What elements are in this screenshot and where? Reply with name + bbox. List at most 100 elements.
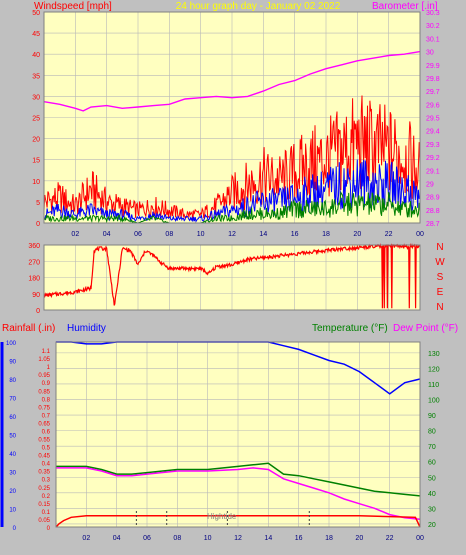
barometer-tick-label: 28.7 <box>426 221 440 228</box>
temperature-tick-label: 100 <box>428 398 440 405</box>
barometer-tick-label: 29.1 <box>426 168 440 175</box>
humidity-axis-label: Humidity <box>67 323 106 334</box>
temperature-tick-label: 20 <box>428 522 436 529</box>
x-tick-label-top: 04 <box>103 231 111 238</box>
barometer-tick-label: 29 <box>426 181 434 188</box>
humidity-tick-label: 90 <box>9 360 16 366</box>
windspeed-tick-label: 30 <box>32 94 40 101</box>
x-tick-label-top: 06 <box>134 231 142 238</box>
windspeed-tick-label: 5 <box>36 200 40 207</box>
humidity-tick-label: 40 <box>9 452 16 458</box>
x-tick-label-top: 02 <box>71 231 79 238</box>
plot-border-wind <box>43 11 421 224</box>
rainfall-tick-label: 0.85 <box>38 389 50 395</box>
humidity-tick-label: 100 <box>6 341 17 347</box>
windspeed-tick-label: 35 <box>32 73 40 80</box>
temperature-tick-label: 130 <box>428 351 440 358</box>
temperature-tick-label: 70 <box>428 444 436 451</box>
barometer-tick-label: 29.7 <box>426 89 440 96</box>
barometer-tick-label: 29.4 <box>426 129 440 136</box>
rainfall-tick-label: 1.1 <box>42 349 51 355</box>
rainfall-tick-label: 0.55 <box>38 438 50 444</box>
plot-border-direction <box>43 244 421 311</box>
windspeed-tick-label: 45 <box>32 31 40 38</box>
x-tick-label-bottom: 12 <box>234 535 242 542</box>
rainfall-tick-label: 0.6 <box>42 429 51 435</box>
windspeed-tick-label: 50 <box>32 10 40 17</box>
barometer-tick-label: 30.3 <box>426 10 440 17</box>
barometer-tick-label: 29.8 <box>426 76 440 83</box>
x-tick-label-top: 14 <box>259 231 267 238</box>
barometer-tick-label: 28.9 <box>426 195 440 202</box>
humidity-tick-label: 20 <box>9 489 16 495</box>
windspeed-tick-label: 20 <box>32 137 40 144</box>
rainfall-tick-label: 0.8 <box>42 397 51 403</box>
direction-tick-label: 270 <box>28 259 40 266</box>
temperature-tick-label: 120 <box>428 366 440 373</box>
humidity-tick-label: 30 <box>9 471 16 477</box>
windspeed-tick-label: 0 <box>36 221 40 228</box>
temperature-axis-label: Temperature (°F) <box>312 323 388 334</box>
rainfall-tick-label: 0.4 <box>42 462 51 468</box>
compass-label: N <box>436 242 443 253</box>
series-dew-point <box>56 467 421 520</box>
rainfall-tick-label: 0.2 <box>42 494 51 500</box>
windspeed-tick-label: 25 <box>32 116 40 123</box>
compass-label: E <box>437 287 444 298</box>
x-tick-label-bottom: 06 <box>143 535 151 542</box>
top-panel-title: 24 hour graph day - January 02 2022 <box>176 1 341 12</box>
rainfall-tick-label: 0.45 <box>38 454 50 460</box>
x-tick-label-bottom: 14 <box>264 535 272 542</box>
direction-tick-label: 180 <box>28 276 40 283</box>
barometer-axis-label: Barometer [.in] <box>372 1 438 12</box>
rainfall-tick-label: 0.05 <box>38 518 50 524</box>
plot-border-temperature <box>55 341 421 528</box>
windspeed-tick-label: 10 <box>32 179 40 186</box>
windspeed-axis-label: Windspeed [mph] <box>34 1 112 12</box>
barometer-tick-label: 29.5 <box>426 116 440 123</box>
barometer-tick-label: 29.3 <box>426 142 440 149</box>
x-tick-label-top: 20 <box>353 231 361 238</box>
windspeed-tick-label: 15 <box>32 158 40 165</box>
compass-label: N <box>436 302 443 313</box>
rainfall-tick-label: 0.9 <box>42 381 51 387</box>
x-tick-label-bottom: 18 <box>325 535 333 542</box>
compass-label: S <box>437 272 444 283</box>
barometer-tick-label: 30 <box>426 50 434 57</box>
temperature-tick-label: 90 <box>428 413 436 420</box>
x-tick-label-bottom: 00 <box>416 535 424 542</box>
rainfall-tick-label: 0.95 <box>38 373 50 379</box>
dewpoint-axis-label: Dew Point (°F) <box>393 323 458 334</box>
x-tick-label-top: 10 <box>197 231 205 238</box>
series-humidity <box>56 341 421 395</box>
x-tick-label-bottom: 08 <box>173 535 181 542</box>
barometer-tick-label: 28.8 <box>426 208 440 215</box>
rainfall-tick-label: 0.25 <box>38 486 50 492</box>
temperature-tick-label: 30 <box>428 506 436 513</box>
x-tick-label-bottom: 10 <box>204 535 212 542</box>
rainfall-tick-label: 0.15 <box>38 502 50 508</box>
x-tick-label-top: 22 <box>385 231 393 238</box>
x-tick-label-bottom: 16 <box>295 535 303 542</box>
series-barometer <box>43 50 421 112</box>
series-wind-direction <box>44 243 421 309</box>
barometer-tick-label: 29.6 <box>426 102 440 109</box>
temperature-tick-label: 110 <box>428 382 439 389</box>
humidity-tick-label: 0 <box>13 526 17 532</box>
direction-tick-label: 90 <box>32 292 40 299</box>
rainfall-tick-label: 0.7 <box>42 413 51 419</box>
x-tick-label-bottom: 22 <box>386 535 394 542</box>
temperature-tick-label: 40 <box>428 491 436 498</box>
series-temperature <box>56 462 421 497</box>
rainfall-tick-label: 1 <box>47 365 51 371</box>
series-wind-mid <box>43 159 421 223</box>
x-tick-label-top: 00 <box>416 231 424 238</box>
rainfall-tick-label: 1.05 <box>38 357 50 363</box>
x-tick-label-bottom: 20 <box>355 535 363 542</box>
humidity-tick-label: 80 <box>9 378 16 384</box>
direction-tick-label: 360 <box>28 243 40 250</box>
rainfall-tick-label: 0.65 <box>38 421 50 427</box>
compass-label: W <box>435 257 445 268</box>
x-tick-label-top: 08 <box>165 231 173 238</box>
